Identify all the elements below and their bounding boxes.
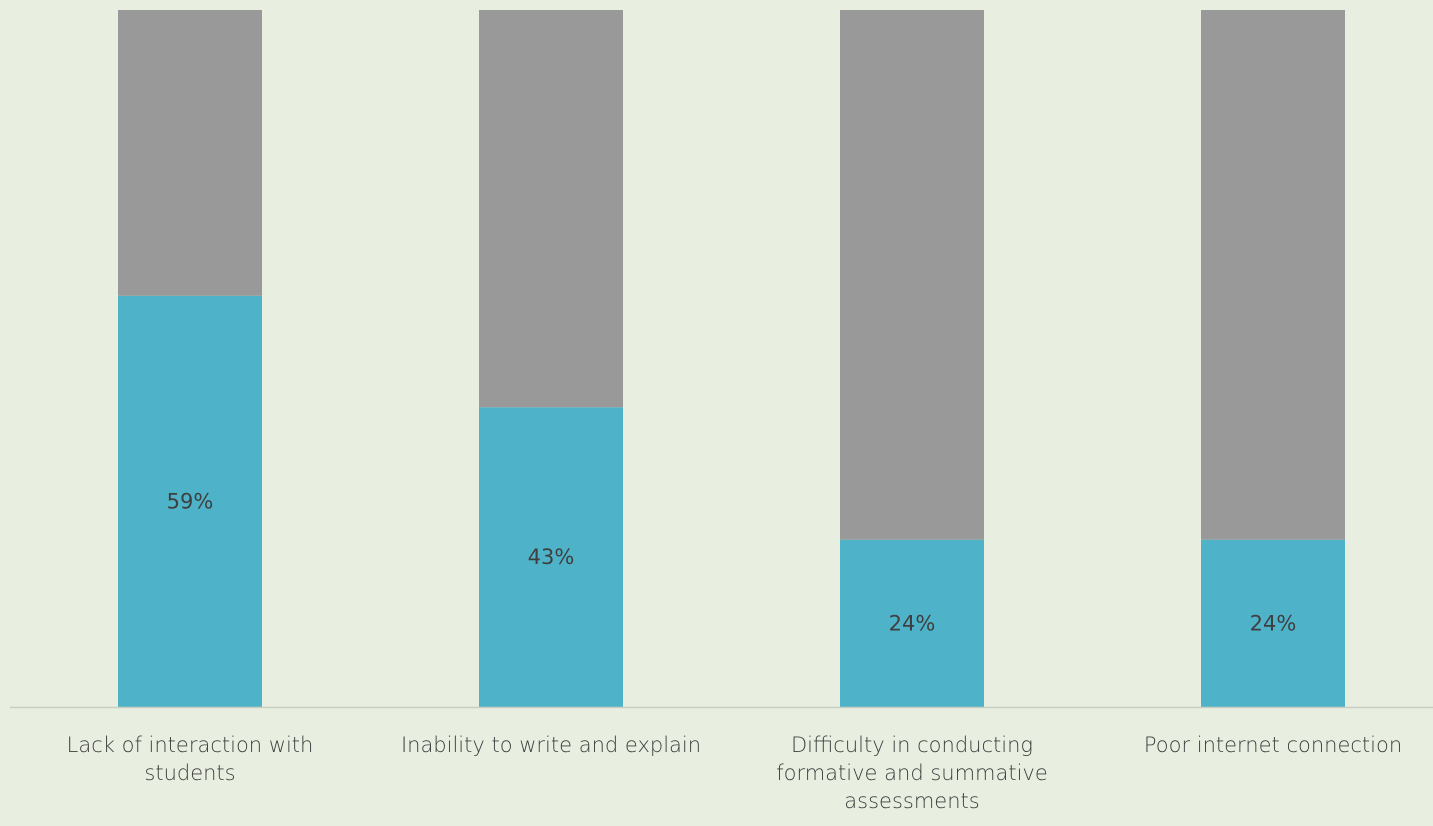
data-labels-group: 59% 43% 24% 24% — [167, 489, 1297, 635]
category-label-4: Poor internet connection — [1143, 733, 1403, 757]
bars-group — [118, 10, 1345, 707]
category-label-1: Lack of interaction with students — [66, 733, 314, 785]
data-label-3: 24% — [889, 611, 936, 635]
bar-segment-value-3 — [840, 539, 984, 707]
bar-segment-value-1 — [118, 295, 262, 707]
bar-segment-remainder-1 — [118, 10, 262, 296]
bar-segment-remainder-2 — [479, 10, 623, 408]
data-label-4: 24% — [1250, 611, 1297, 635]
bar-segment-remainder-4 — [1201, 10, 1345, 540]
category-label-3: Difficulty in conducting formative and s… — [776, 733, 1048, 813]
category-label-2: Inability to write and explain — [400, 733, 702, 757]
data-label-1: 59% — [167, 489, 214, 513]
bar-segment-value-4 — [1201, 539, 1345, 707]
data-label-2: 43% — [528, 545, 575, 569]
bar-segment-remainder-3 — [840, 10, 984, 540]
bar-segment-value-2 — [479, 407, 623, 707]
